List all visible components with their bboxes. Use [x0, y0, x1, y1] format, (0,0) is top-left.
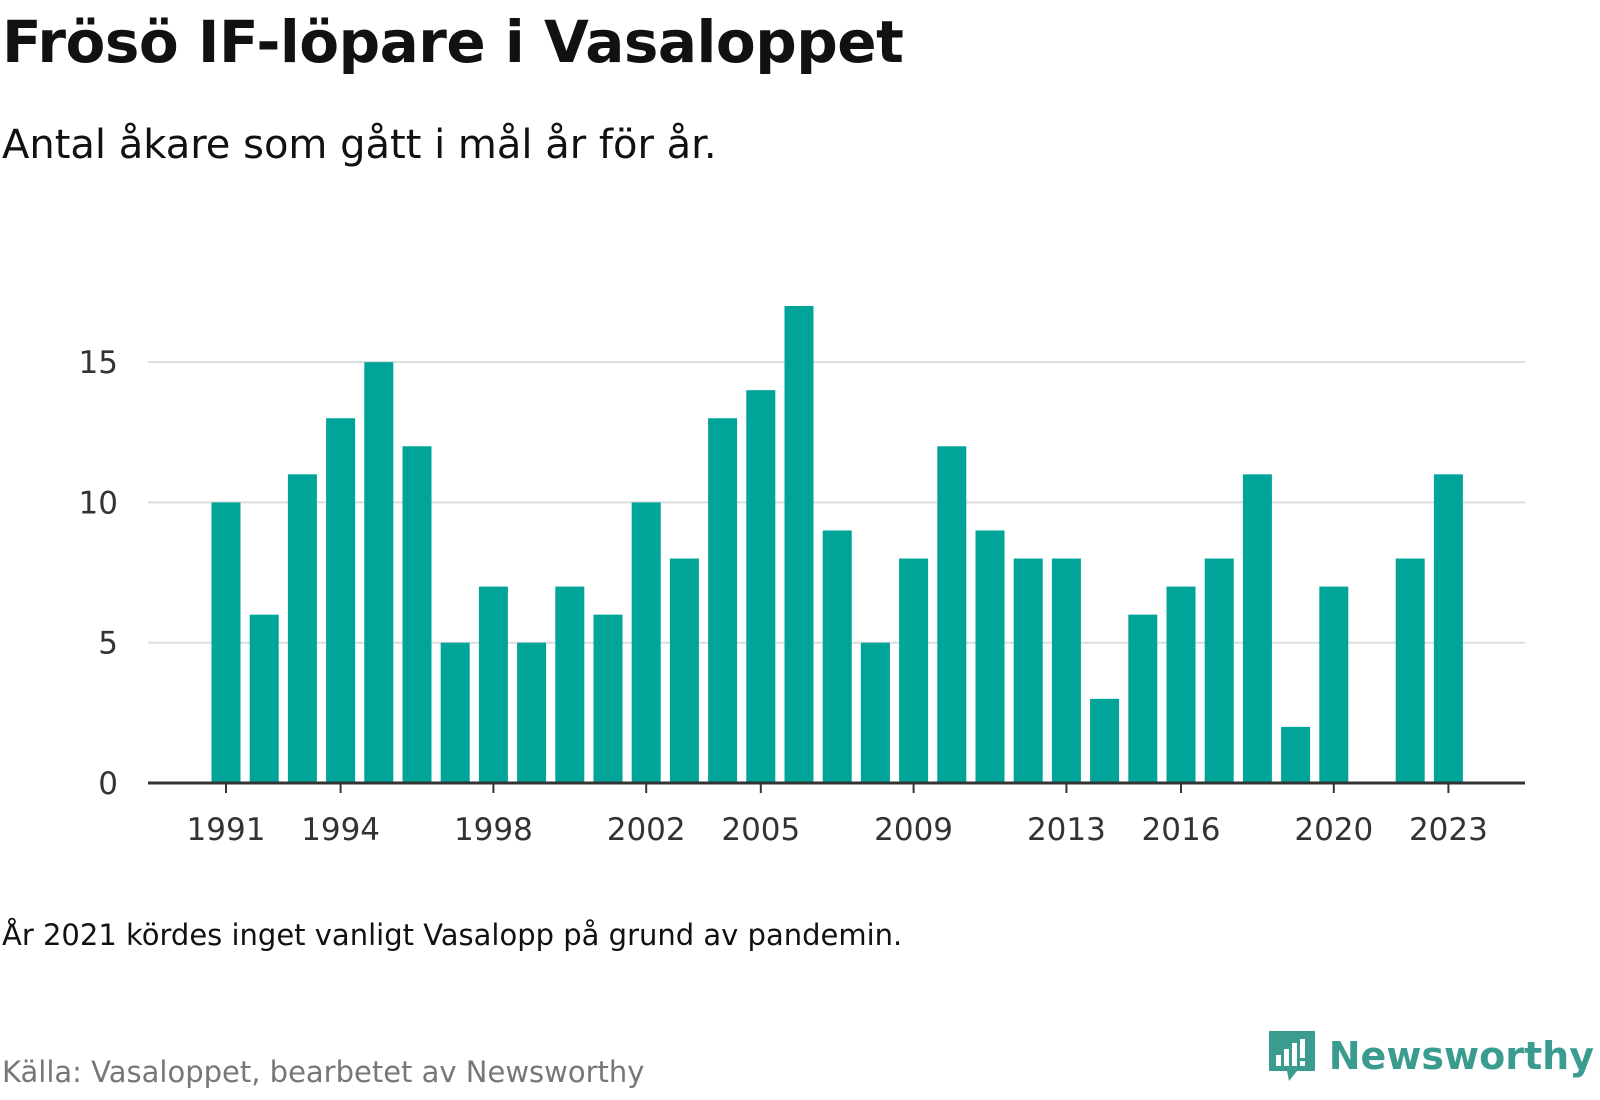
- bar: [1319, 586, 1349, 783]
- x-tick-label: 1994: [301, 812, 380, 848]
- x-tick-label: 1991: [187, 812, 266, 848]
- y-tick-label: 10: [79, 485, 118, 521]
- x-tick-label: 2005: [721, 812, 800, 848]
- x-tick-label: 2023: [1409, 812, 1488, 848]
- bar: [975, 530, 1005, 783]
- bar: [899, 558, 929, 783]
- bar: [1051, 558, 1081, 783]
- bar: [1090, 698, 1120, 783]
- bar: [822, 530, 852, 783]
- bar: [937, 446, 967, 783]
- x-tick-label: 2009: [874, 812, 953, 848]
- bar: [249, 614, 279, 783]
- bar: [1281, 726, 1311, 783]
- bar: [1395, 558, 1425, 783]
- bars: [211, 305, 1463, 783]
- bar: [1013, 558, 1043, 783]
- bar: [631, 502, 661, 783]
- x-tick-label: 1998: [454, 812, 533, 848]
- bar: [402, 446, 432, 783]
- x-tick-label: 2020: [1294, 812, 1373, 848]
- y-tick-label: 15: [79, 345, 118, 381]
- bar: [1166, 586, 1196, 783]
- bar: [746, 390, 776, 783]
- bar: [517, 642, 547, 783]
- bar: [555, 586, 585, 783]
- bar: [326, 418, 356, 783]
- source-credit: Källa: Vasaloppet, bearbetet av Newswort…: [2, 1055, 645, 1089]
- x-tick-label: 2013: [1027, 812, 1106, 848]
- chart-subtitle: Antal åkare som gått i mål år för år.: [2, 122, 717, 168]
- axes: [148, 781, 1525, 793]
- bar: [669, 558, 699, 783]
- bar: [593, 614, 623, 783]
- bar: [1433, 474, 1463, 783]
- bar: [860, 642, 890, 783]
- bar-chart: 0 5 10 15 1991 1994 1998 2002 2005 2009 2013 2016 2…: [79, 305, 1525, 848]
- bar: [1128, 614, 1158, 783]
- bar: [287, 474, 317, 783]
- bar: [440, 642, 470, 783]
- x-tick-label: 2016: [1142, 812, 1221, 848]
- y-tick-label: 0: [98, 766, 118, 802]
- bar: [478, 586, 508, 783]
- chart-note: År 2021 kördes inget vanligt Vasalopp på…: [2, 918, 903, 952]
- brand-logo: Newsworthy: [1265, 1028, 1594, 1084]
- x-tick-label: 2002: [607, 812, 686, 848]
- bar: [211, 502, 241, 783]
- newsworthy-logo-icon: [1268, 1031, 1315, 1081]
- y-tick-labels: 0 5 10 15: [79, 345, 118, 802]
- bar: [364, 362, 394, 783]
- bar: [1204, 558, 1234, 783]
- bar: [708, 418, 738, 783]
- bar: [1242, 474, 1272, 783]
- chart-title: Frösö IF-löpare i Vasaloppet: [2, 8, 904, 76]
- bar: [784, 305, 814, 783]
- x-tick-labels: 1991 1994 1998 2002 2005 2009 2013 2016 2020 2023: [187, 812, 1488, 848]
- brand-name: Newsworthy: [1328, 1034, 1594, 1078]
- y-tick-label: 5: [98, 626, 118, 662]
